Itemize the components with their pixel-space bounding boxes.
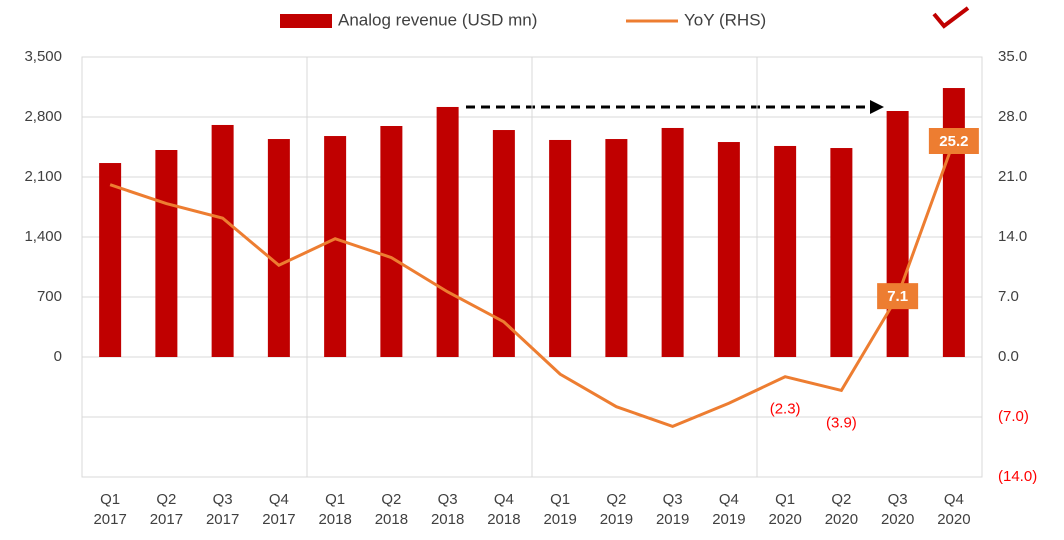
y-tick-label: 3,500 [24,48,62,65]
bar [830,148,853,357]
y-tick-label: 1,400 [24,228,62,245]
x-tick-label: Q3 2019 [655,491,690,528]
bar [324,136,347,357]
x-tick-label: Q3 2020 [880,491,915,528]
legend-label: Analog revenue (USD mn) [338,10,537,29]
y2-tick-label: 14.0 [998,228,1027,245]
y-tick-label: 0 [54,348,62,365]
bar [99,163,122,357]
bar [717,142,740,357]
y2-tick-label: (7.0) [998,408,1029,425]
bar [155,150,178,357]
x-tick-label: Q2 2019 [599,491,634,528]
x-tick-label: Q4 2017 [262,491,296,528]
x-tick-label: Q3 2018 [430,491,465,528]
bar [774,145,797,357]
data-label: 7.1 [887,288,908,305]
line [109,140,956,429]
x-tick-label: Q4 2020 [937,491,971,528]
check-icon [932,6,970,29]
bar [492,130,515,357]
label-box [928,128,979,154]
bar [436,106,459,357]
y-tick-label: 700 [37,288,62,305]
bar [605,139,628,357]
x-tick-label: Q1 2018 [318,491,352,528]
data-label: (3.9) [826,414,857,431]
bar [267,139,290,357]
x-tick-label: Q1 2019 [543,491,577,528]
x-tick-label: Q2 2020 [824,491,859,528]
y-tick-label: 2,100 [24,168,62,185]
y2-tick-label: (14.0) [998,468,1037,485]
x-tick-label: Q3 2017 [205,491,240,528]
x-tick-label: Q2 2018 [374,491,409,528]
y2-tick-label: 0.0 [998,348,1019,365]
bar [211,124,234,357]
x-tick-label: Q2 2017 [149,491,184,528]
legend-swatch [280,14,332,28]
bar [661,127,684,357]
y-tick-label: 2,800 [24,108,62,125]
legend-label: YoY (RHS) [684,10,766,29]
x-tick-label: Q1 2017 [93,491,127,528]
y2-tick-label: 21.0 [998,168,1027,185]
label-box [877,283,919,310]
y2-tick-label: 28.0 [998,108,1027,125]
x-tick-label: Q1 2020 [768,491,802,528]
bar [886,111,909,357]
y2-tick-label: 35.0 [998,48,1027,65]
y2-tick-label: 7.0 [998,288,1019,305]
data-label: (2.3) [770,401,801,418]
data-label: 25.2 [939,133,968,150]
arrow-head [870,100,884,114]
x-tick-label: Q4 2018 [487,491,521,528]
bar [380,126,403,357]
bar [549,139,572,357]
x-tick-label: Q4 2019 [712,491,746,528]
